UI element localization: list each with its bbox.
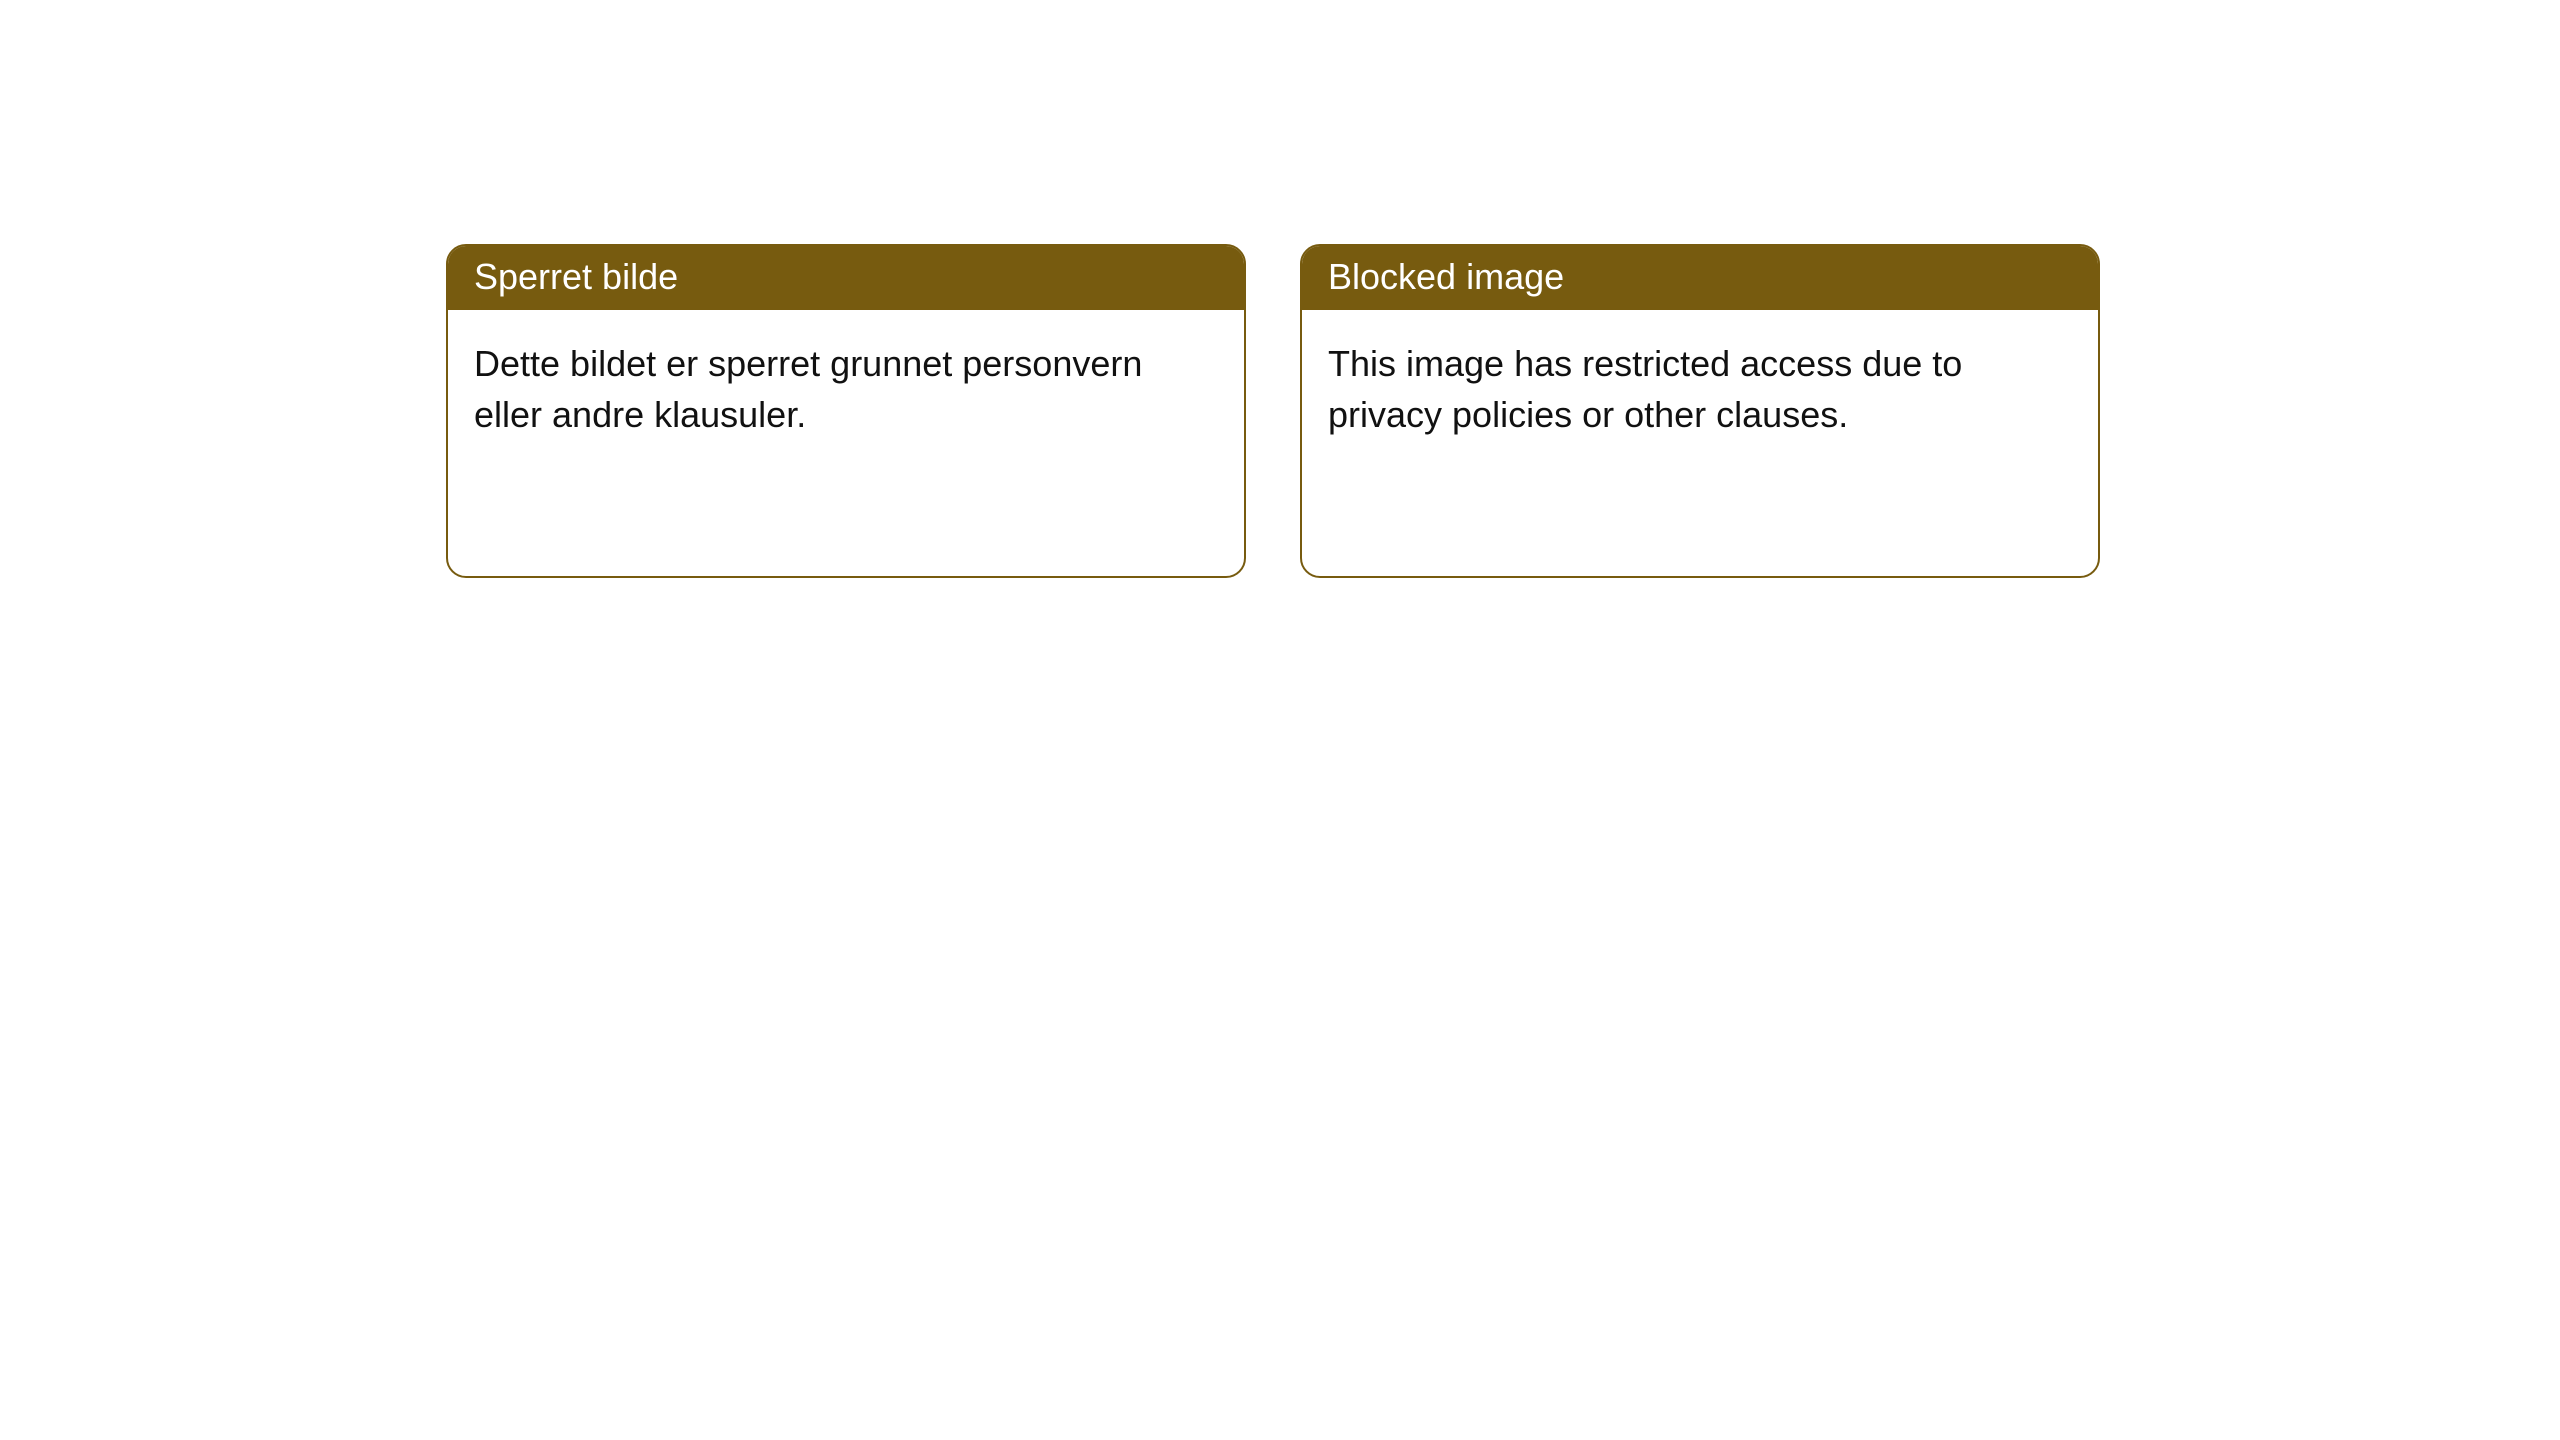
notice-card-title: Sperret bilde	[448, 246, 1244, 310]
notice-card-no: Sperret bilde Dette bildet er sperret gr…	[446, 244, 1246, 578]
notice-container: Sperret bilde Dette bildet er sperret gr…	[0, 0, 2560, 578]
notice-card-en: Blocked image This image has restricted …	[1300, 244, 2100, 578]
notice-card-body: Dette bildet er sperret grunnet personve…	[448, 310, 1244, 468]
notice-card-title: Blocked image	[1302, 246, 2098, 310]
notice-card-body: This image has restricted access due to …	[1302, 310, 2098, 468]
